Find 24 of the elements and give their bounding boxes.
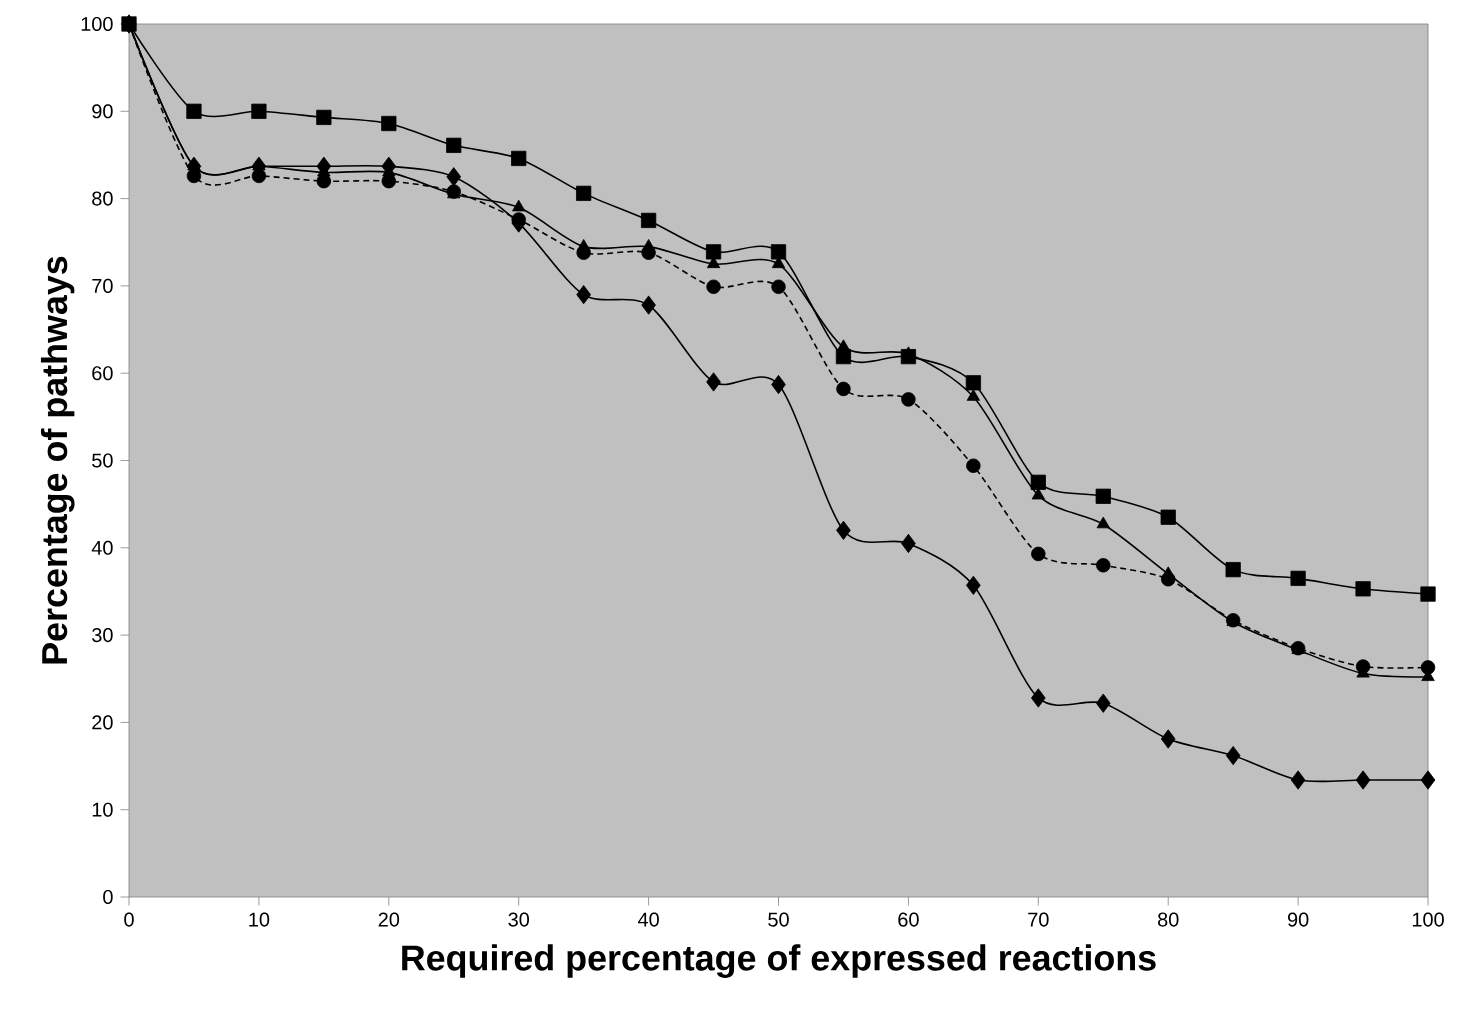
- x-tick-label: 40: [637, 912, 659, 927]
- y-tick-label: 50: [92, 453, 113, 468]
- x-tick-label: 10: [249, 912, 270, 927]
- x-tick-label: 50: [768, 912, 789, 927]
- y-tick-label: 70: [92, 278, 113, 293]
- y-tick-label: 10: [92, 802, 113, 817]
- x-tick-label: 80: [1158, 912, 1179, 927]
- y-tick-label: 0: [103, 889, 113, 905]
- x-tick-label: 100: [1412, 912, 1444, 927]
- y-tick-label: 60: [92, 366, 113, 381]
- x-axis-title: Required percentage of expressed reactions: [402, 944, 1156, 978]
- y-tick-label: 40: [91, 540, 113, 555]
- x-tick-label: 70: [1028, 912, 1049, 927]
- x-tick-label: 0: [124, 912, 134, 927]
- x-tick-label: 60: [898, 912, 919, 927]
- y-tick-label: 30: [92, 628, 113, 643]
- x-tick-label: 90: [1287, 912, 1309, 927]
- x-tick-label: 20: [378, 912, 400, 927]
- y-tick-label: 100: [81, 16, 113, 32]
- x-tick-label: 30: [508, 912, 530, 927]
- y-tick-label: 80: [92, 191, 113, 206]
- y-tick-label: 90: [92, 104, 113, 119]
- y-axis-title: Percentage of pathways: [40, 256, 75, 664]
- y-tick-label: 20: [92, 715, 113, 730]
